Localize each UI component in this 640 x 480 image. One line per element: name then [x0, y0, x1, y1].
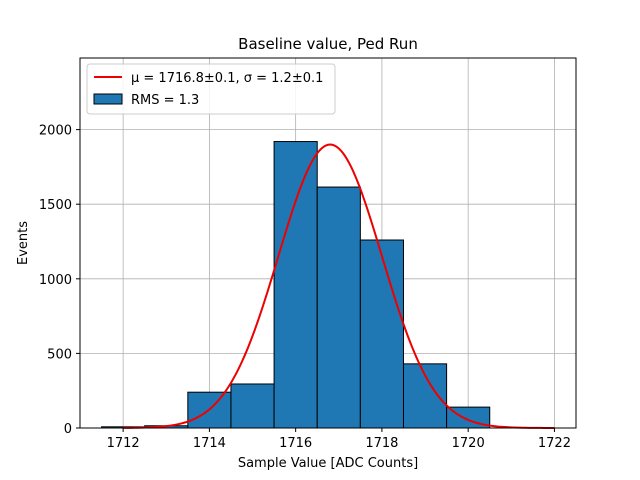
x-tick-label: 1712 [107, 436, 140, 451]
x-tick-label: 1722 [538, 436, 571, 451]
histogram-bar [273, 141, 318, 429]
legend-box [86, 63, 336, 115]
y-tick-label: 0 [64, 422, 72, 437]
x-tick-label: 1716 [279, 436, 312, 451]
x-tick-label: 1720 [452, 436, 485, 451]
histogram-bar [359, 239, 404, 429]
y-axis-title: Events [16, 221, 31, 265]
y-tick-label: 1500 [39, 198, 72, 213]
legend-hist-swatch [93, 93, 123, 105]
chart-title: Baseline value, Ped Run [238, 35, 418, 53]
legend-hist-label: RMS = 1.3 [131, 93, 199, 108]
legend-fit-label-mu: μ = 1716.8±0.1, [131, 71, 244, 86]
axis-ticks: 1712 1714 1716 1718 1720 1722 0 500 1000 1500 2000 [39, 124, 571, 451]
legend-fit-label-sigma: σ = 1.2±0.1 [244, 71, 324, 86]
legend: μ = 1716.8±0.1, σ = 1.2±0.1 RMS = 1.3 [86, 63, 336, 115]
y-tick-label: 2000 [39, 124, 72, 139]
legend-fit-label: μ = 1716.8±0.1, σ = 1.2±0.1 [131, 71, 323, 86]
x-tick-label: 1714 [193, 436, 226, 451]
y-tick-label: 1000 [39, 273, 72, 288]
plot-frame [79, 57, 577, 429]
histogram-bar [230, 383, 275, 429]
x-tick-label: 1718 [365, 436, 398, 451]
histogram-bar [316, 186, 361, 429]
y-tick-label: 500 [47, 347, 72, 362]
gaussian-fit-curve [123, 143, 555, 429]
x-axis-title: Sample Value [ADC Counts] [238, 456, 418, 471]
